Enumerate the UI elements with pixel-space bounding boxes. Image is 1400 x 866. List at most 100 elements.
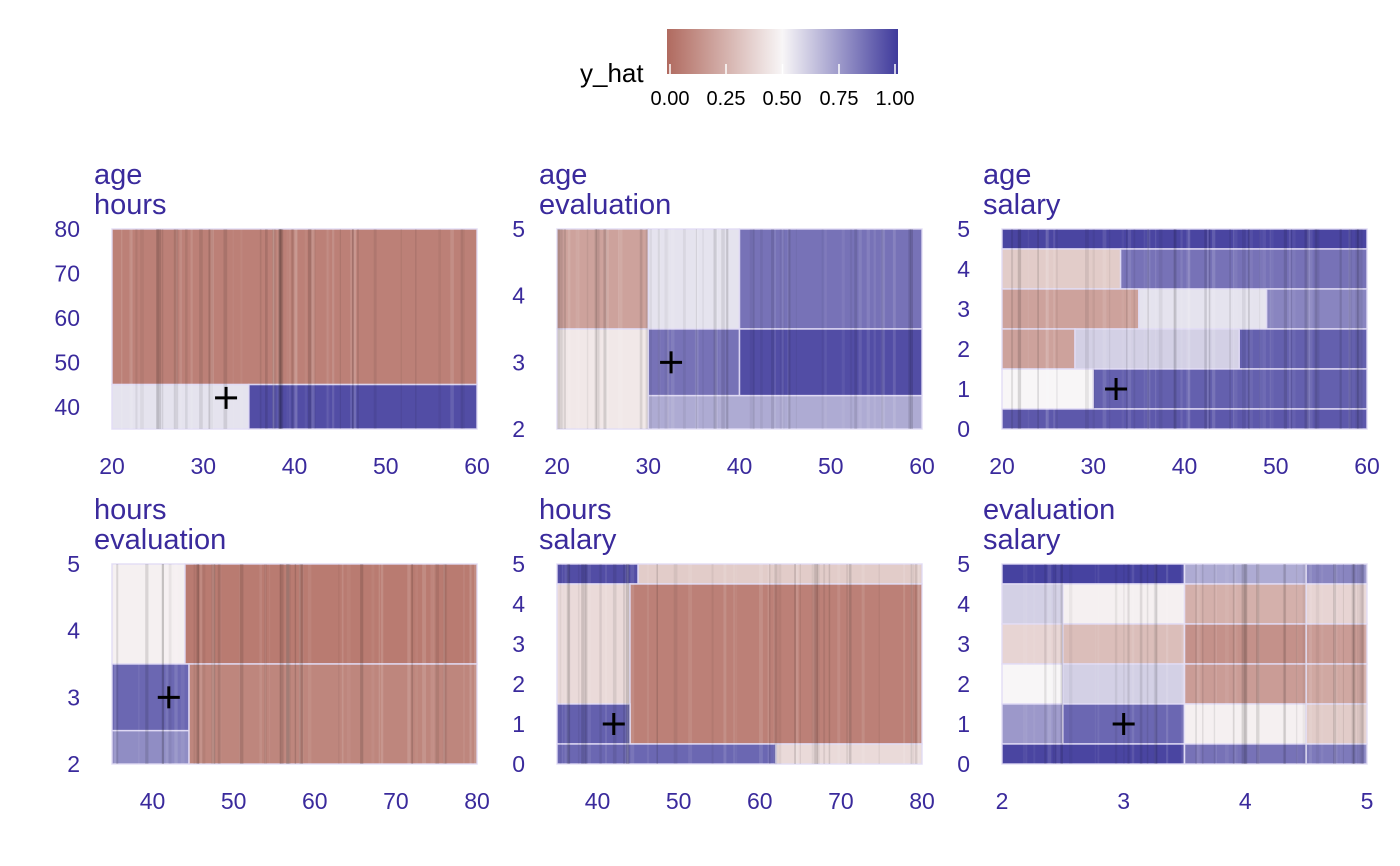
heatmap-cell [1001,408,1368,430]
texture-stripe [657,229,660,429]
texture-stripe [473,564,477,764]
texture-stripe [1045,229,1050,429]
texture-stripe [1290,229,1293,429]
texture-stripe [1147,229,1150,429]
texture-stripe [767,564,770,764]
heatmap-texture [557,229,913,429]
texture-stripe [823,564,826,764]
heatmap-cell [1062,663,1186,705]
texture-stripe [600,564,602,764]
panel-title-y: salary [983,189,1061,221]
x-tick-label: 20 [544,453,570,479]
texture-stripe [1061,564,1063,764]
texture-stripe [1094,564,1097,764]
texture-stripe [185,229,188,429]
texture-stripe [1308,229,1313,429]
texture-stripe [667,229,670,429]
x-tick-label: 60 [747,788,773,814]
texture-stripe [174,564,178,764]
texture-stripe [304,229,308,429]
texture-stripe [774,229,776,429]
y-tick-label: 2 [512,671,525,697]
texture-stripe [325,229,329,429]
texture-stripe [625,564,630,764]
texture-stripe [286,564,290,764]
texture-stripe [219,564,222,764]
texture-stripe [307,564,312,764]
texture-stripe [1309,564,1312,764]
observation-marker [1112,713,1135,735]
texture-stripe [721,229,725,429]
texture-stripe [214,564,216,764]
texture-stripe [603,229,607,429]
texture-stripe [291,229,294,429]
heatmap-cell [1062,583,1186,625]
texture-stripe [462,229,465,429]
observation-marker [1105,378,1128,400]
y-tick-label: 5 [512,551,525,577]
texture-stripe [380,564,384,764]
x-tick-label: 50 [666,788,692,814]
y-tick-label: 1 [957,376,970,402]
texture-stripe [645,229,649,429]
texture-stripe [1202,564,1204,764]
texture-stripe [558,229,563,429]
texture-stripe [866,229,870,429]
texture-stripe [781,229,784,429]
texture-stripe [596,229,599,429]
texture-stripe [671,229,675,429]
texture-stripe [1314,229,1318,429]
texture-stripe [626,564,630,764]
texture-stripe [688,564,693,764]
heatmap-cell [1001,368,1094,410]
texture-stripe [351,229,354,429]
texture-stripe [352,229,354,429]
texture-stripe [1262,229,1266,429]
texture-stripe [279,229,284,429]
texture-stripe [217,564,221,764]
texture-stripe [210,229,214,429]
texture-stripe [656,564,659,764]
texture-stripe [311,229,314,429]
texture-stripe [878,564,880,764]
texture-stripe [165,564,169,764]
texture-stripe [619,229,623,429]
texture-stripe [584,564,587,764]
texture-stripe [903,564,906,764]
texture-stripe [1204,229,1207,429]
texture-stripe [847,564,851,764]
texture-stripe [130,229,133,429]
texture-stripe [612,564,617,764]
heatmap-cell [629,583,923,745]
texture-stripe [718,229,722,429]
texture-stripe [1195,564,1197,764]
texture-stripe [1241,564,1245,764]
heatmap-texture [113,564,477,764]
texture-stripe [1108,229,1111,429]
y-tick-label: 5 [957,216,970,242]
texture-stripe [1047,564,1052,764]
texture-stripe [646,564,650,764]
observation-marker [157,686,180,709]
texture-stripe [308,229,312,429]
texture-stripe [1146,229,1151,429]
heatmap-cell [775,743,923,765]
texture-stripe [1358,229,1363,429]
texture-stripe [161,229,164,429]
texture-stripe [649,229,652,429]
texture-stripe [559,564,562,764]
texture-stripe [443,564,448,764]
texture-stripe [910,564,914,764]
texture-stripe [581,564,585,764]
texture-stripe [1302,564,1306,764]
texture-stripe [353,229,357,429]
texture-stripe [1359,229,1361,429]
texture-stripe [294,564,297,764]
x-tick-label: 20 [99,453,125,479]
texture-stripe [1224,564,1229,764]
texture-stripe [211,564,216,764]
texture-stripe [664,229,669,429]
texture-stripe [1173,229,1176,429]
texture-stripe [265,229,268,429]
texture-stripe [1180,229,1183,429]
